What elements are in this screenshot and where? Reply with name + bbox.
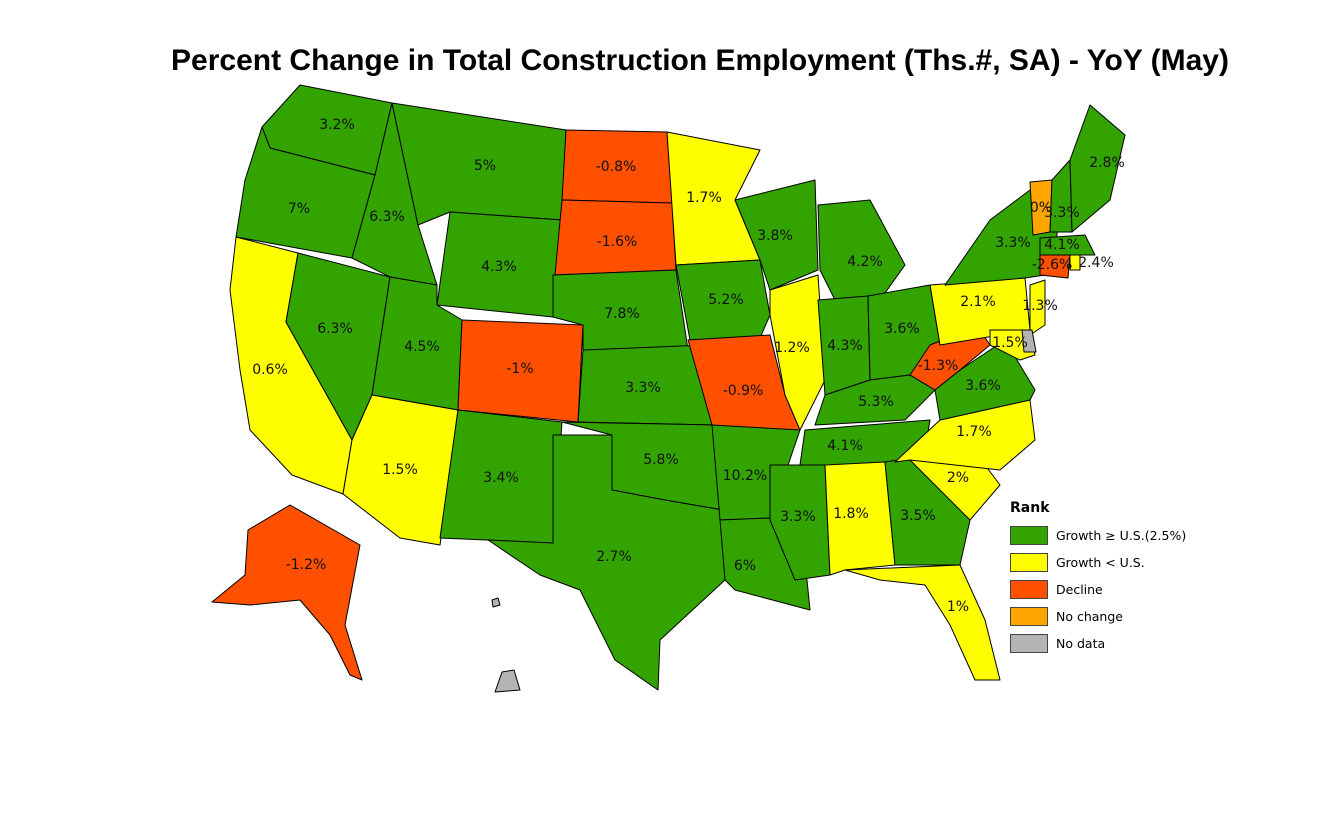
state-hi <box>491 597 521 693</box>
state-label-nv: 6.3% <box>317 321 353 337</box>
state-label-md: 1.5% <box>992 335 1028 351</box>
state-label-mn: 1.7% <box>686 190 722 206</box>
legend-swatch <box>1010 580 1048 599</box>
legend-item-no-change: No change <box>1010 603 1186 630</box>
state-label-ms: 3.3% <box>780 509 816 525</box>
state-ms <box>769 464 831 581</box>
state-label-la: 6% <box>734 558 756 574</box>
state-label-mi: 4.2% <box>847 254 883 270</box>
state-ia <box>675 259 771 341</box>
state-label-ca: 0.6% <box>252 362 288 378</box>
state-label-ut: 4.5% <box>404 339 440 355</box>
state-wi <box>734 179 819 291</box>
legend-item-growth-above: Growth ≥ U.S.(2.5%) <box>1010 522 1186 549</box>
state-label-co: -1% <box>506 361 533 377</box>
state-label-ok: 5.8% <box>643 452 679 468</box>
state-tx <box>487 434 726 691</box>
state-label-ga: 3.5% <box>900 508 936 524</box>
state-ma <box>1039 234 1096 256</box>
state-label-mt: 5% <box>474 158 496 174</box>
state-label-al: 1.8% <box>833 506 869 522</box>
state-al <box>824 461 896 576</box>
legend-label: Growth ≥ U.S.(2.5%) <box>1056 528 1187 543</box>
legend-swatch <box>1010 526 1048 545</box>
state-ri <box>1069 254 1081 271</box>
state-label-il: 1.2% <box>774 340 810 356</box>
state-label-sd: -1.6% <box>597 234 638 250</box>
state-label-nh: 3.3% <box>1044 205 1080 221</box>
state-nh <box>1049 159 1073 233</box>
state-label-ri: 2.4% <box>1078 255 1114 271</box>
state-ak <box>211 504 363 681</box>
state-label-ia: 5.2% <box>708 292 744 308</box>
state-label-vt: 0% <box>1030 200 1052 216</box>
state-mi <box>817 199 906 301</box>
state-ct <box>1039 254 1071 279</box>
state-fl <box>844 564 1001 681</box>
state-label-va: 3.6% <box>965 378 1001 394</box>
state-il <box>769 274 826 431</box>
state-label-ak: -1.2% <box>286 557 327 573</box>
legend-label: Decline <box>1056 582 1103 597</box>
state-label-mo: -0.9% <box>723 383 764 399</box>
legend-swatch <box>1010 553 1048 572</box>
state-label-ct: -2.6% <box>1032 257 1073 273</box>
legend-label: No data <box>1056 636 1106 651</box>
state-label-ma: 4.1% <box>1044 237 1080 253</box>
state-label-ar: 10.2% <box>723 468 767 484</box>
state-label-oh: 3.6% <box>884 321 920 337</box>
state-label-nd: -0.8% <box>596 159 637 175</box>
state-label-tn: 4.1% <box>827 438 863 454</box>
map-title: Percent Change in Total Construction Emp… <box>171 44 1229 77</box>
state-label-pa: 2.1% <box>960 294 996 310</box>
state-label-ne: 7.8% <box>604 306 640 322</box>
state-me <box>1069 104 1126 233</box>
state-label-nj: 1.3% <box>1022 298 1058 314</box>
state-label-tx: 2.7% <box>596 549 632 565</box>
state-label-wa: 3.2% <box>319 117 355 133</box>
state-label-or: 7% <box>288 201 310 217</box>
state-label-ks: 3.3% <box>625 380 661 396</box>
state-label-wv: -1.3% <box>918 358 959 374</box>
legend-item-growth-below: Growth < U.S. <box>1010 549 1186 576</box>
state-label-nm: 3.4% <box>483 470 519 486</box>
state-label-me: 2.8% <box>1089 155 1125 171</box>
state-label-fl: 1% <box>947 599 969 615</box>
legend-swatch <box>1010 634 1048 653</box>
state-label-ny: 3.3% <box>995 235 1031 251</box>
legend-item-decline: Decline <box>1010 576 1186 603</box>
state-label-wi: 3.8% <box>757 228 793 244</box>
legend-label: Growth < U.S. <box>1056 555 1145 570</box>
legend-label: No change <box>1056 609 1123 624</box>
legend-title: Rank <box>1010 500 1050 516</box>
state-label-id: 6.3% <box>369 209 405 225</box>
legend-swatch <box>1010 607 1048 626</box>
state-label-in: 4.3% <box>827 338 863 354</box>
state-label-sc: 2% <box>947 470 969 486</box>
state-de <box>1021 329 1037 353</box>
state-label-ky: 5.3% <box>858 394 894 410</box>
state-label-az: 1.5% <box>382 462 418 478</box>
legend-item-no-data: No data <box>1010 630 1186 657</box>
state-label-wy: 4.3% <box>481 259 517 275</box>
state-label-nc: 1.7% <box>956 424 992 440</box>
state-nj <box>1029 279 1046 336</box>
legend: Rank Growth ≥ U.S.(2.5%) Growth < U.S. Dec… <box>1010 500 1186 657</box>
